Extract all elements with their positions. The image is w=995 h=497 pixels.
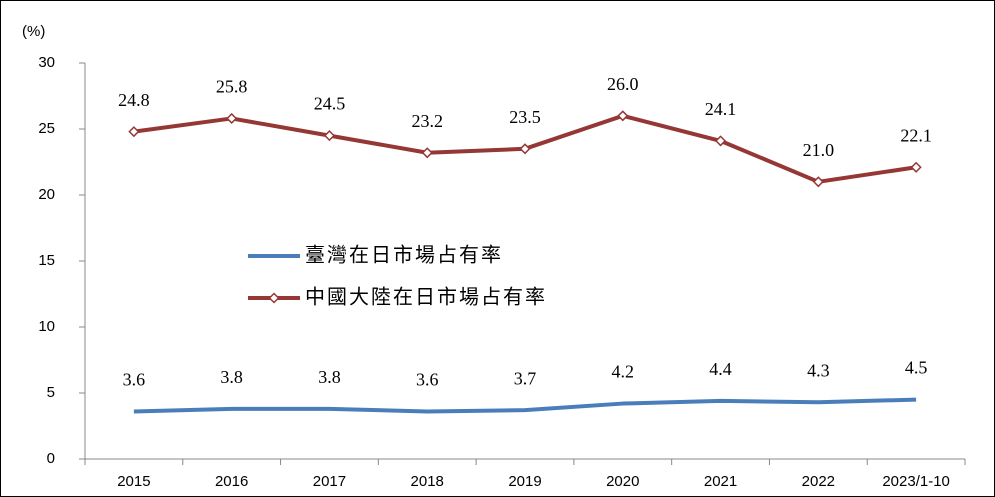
x-tick-label: 2020 bbox=[606, 473, 639, 490]
data-label: 4.3 bbox=[807, 360, 830, 380]
marker bbox=[421, 147, 433, 159]
y-tick-label: 30 bbox=[38, 54, 55, 71]
data-label: 3.8 bbox=[220, 367, 243, 387]
y-tick-label: 10 bbox=[38, 318, 55, 335]
y-tick-label: 20 bbox=[38, 186, 55, 203]
data-label: 24.8 bbox=[118, 90, 150, 110]
line bbox=[133, 397, 917, 414]
data-label: 4.5 bbox=[905, 358, 928, 378]
x-tick-label: 2022 bbox=[802, 473, 835, 490]
marker bbox=[617, 110, 629, 122]
data-label: 3.6 bbox=[416, 370, 439, 390]
marker bbox=[812, 176, 824, 188]
data-label: 26.0 bbox=[607, 74, 639, 94]
data-label: 23.2 bbox=[411, 111, 443, 131]
x-tick-label: 2018 bbox=[411, 473, 444, 490]
data-label: 23.5 bbox=[509, 107, 541, 127]
data-label: 3.8 bbox=[318, 367, 341, 387]
data-label: 3.7 bbox=[514, 368, 537, 388]
x-tick-label: 2015 bbox=[117, 473, 150, 490]
x-tick-label: 2021 bbox=[704, 473, 737, 490]
y-tick-label: 5 bbox=[47, 384, 55, 401]
marker bbox=[910, 161, 922, 173]
y-tick-label: 25 bbox=[38, 120, 55, 137]
data-label: 24.5 bbox=[314, 94, 346, 114]
data-label: 22.1 bbox=[900, 125, 932, 145]
data-label: 4.4 bbox=[709, 359, 732, 379]
x-tick-label: 2017 bbox=[313, 473, 346, 490]
legend-marker bbox=[268, 292, 280, 304]
data-label: 4.2 bbox=[612, 362, 635, 382]
data-label: 25.8 bbox=[216, 77, 248, 97]
marker bbox=[226, 112, 238, 125]
data-label: 24.1 bbox=[705, 99, 737, 119]
marker bbox=[714, 135, 727, 147]
x-tick-label: 2023/1-10 bbox=[882, 473, 950, 490]
marker bbox=[323, 130, 336, 142]
y-axis-label: (%) bbox=[22, 23, 45, 40]
legend-label: 臺灣在日市場占有率 bbox=[305, 243, 503, 267]
x-tick-label: 2016 bbox=[215, 473, 248, 490]
data-label: 21.0 bbox=[803, 140, 835, 160]
marker bbox=[128, 126, 140, 138]
marker bbox=[519, 143, 531, 155]
legend-label: 中國大陸在日市場占有率 bbox=[305, 285, 547, 309]
y-tick-label: 15 bbox=[38, 252, 55, 269]
data-label: 3.6 bbox=[123, 370, 146, 390]
x-tick-label: 2019 bbox=[508, 473, 541, 490]
y-tick-label: 0 bbox=[47, 450, 55, 467]
